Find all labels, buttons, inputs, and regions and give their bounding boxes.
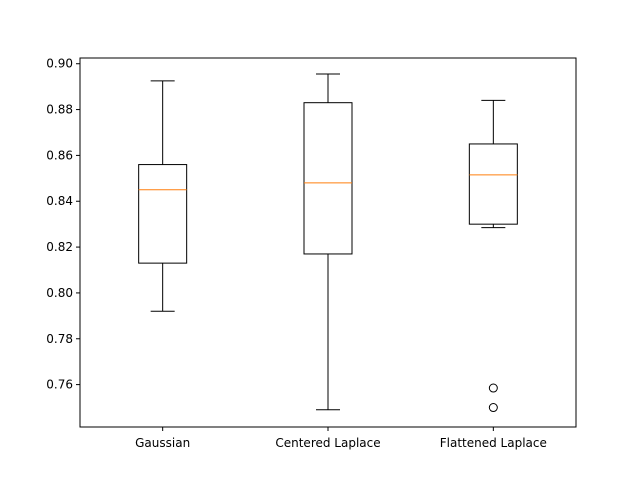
y-tick-label: 0.82 bbox=[46, 240, 73, 254]
x-tick-label: Flattened Laplace bbox=[440, 436, 547, 450]
y-axis: 0.76 0.78 0.80 0.82 0.84 0.86 0.88 0.90 bbox=[46, 57, 80, 392]
boxes bbox=[138, 73, 518, 413]
x-tick-label: Centered Laplace bbox=[275, 436, 380, 450]
iqr-box bbox=[138, 164, 188, 264]
box-1 bbox=[303, 73, 353, 411]
iqr-box bbox=[303, 102, 353, 255]
y-tick-label: 0.84 bbox=[46, 194, 73, 208]
box-0 bbox=[138, 80, 188, 312]
x-tick-label: Gaussian bbox=[135, 436, 190, 450]
y-tick-label: 0.88 bbox=[46, 103, 73, 117]
y-tick-label: 0.80 bbox=[46, 286, 73, 300]
outlier-point bbox=[488, 403, 498, 413]
y-tick-label: 0.86 bbox=[46, 148, 73, 162]
x-axis: Gaussian Centered Laplace Flattened Laplac… bbox=[135, 427, 547, 450]
box-2 bbox=[468, 99, 518, 413]
outlier-point bbox=[488, 383, 498, 393]
y-tick-label: 0.90 bbox=[46, 57, 73, 71]
iqr-box bbox=[468, 143, 518, 225]
y-tick-label: 0.78 bbox=[46, 332, 73, 346]
y-tick-label: 0.76 bbox=[46, 378, 73, 392]
